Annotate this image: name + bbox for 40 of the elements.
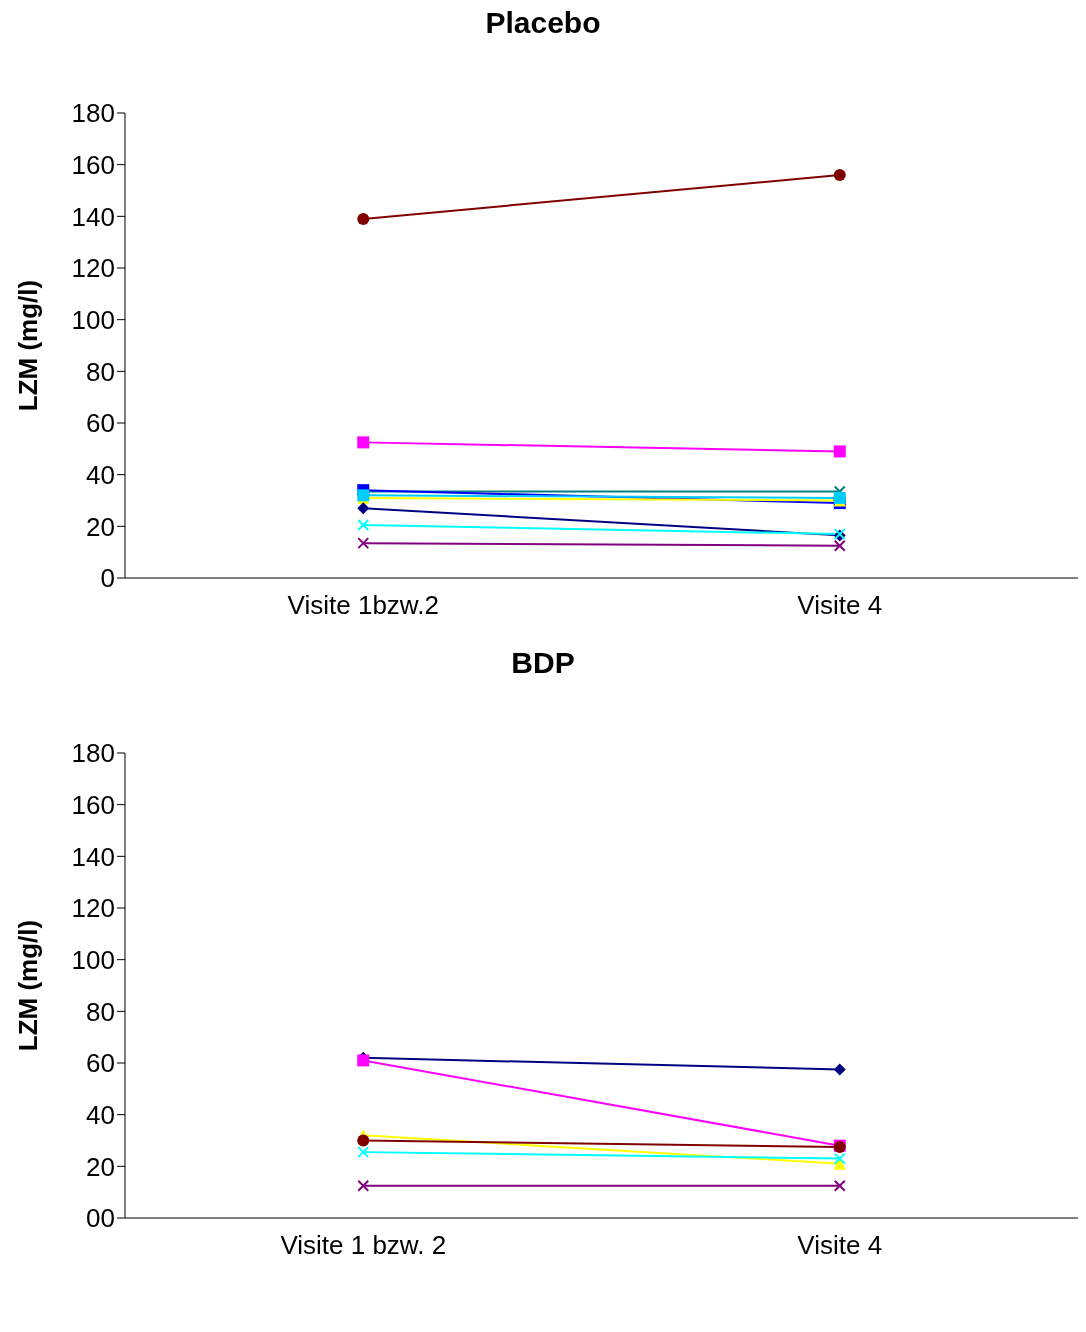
- chart-title: BDP: [510, 646, 576, 681]
- y-tick-label: 160: [71, 789, 115, 820]
- y-axis-title: LZM (mg/l): [13, 279, 44, 412]
- x-tick-label: Visite 1 bzw. 2: [280, 1230, 447, 1261]
- point: [357, 502, 370, 515]
- point: [357, 1179, 370, 1192]
- y-tick-label: 40: [86, 1099, 115, 1130]
- y-axis-title: LZM (mg/l): [13, 919, 44, 1052]
- y-tick-label: 0: [100, 563, 115, 594]
- y-tick-label: 60: [86, 408, 115, 439]
- y-tick-label: 20: [86, 1151, 115, 1182]
- y-tick-label: 120: [71, 893, 115, 924]
- y-tick-label: 160: [71, 149, 115, 180]
- y-tick-label: 100: [71, 944, 115, 975]
- y-tick-label: 80: [86, 356, 115, 387]
- y-tick-label: 60: [86, 1048, 115, 1079]
- y-tick-label: 180: [71, 98, 115, 129]
- y-tick-label: 180: [71, 738, 115, 769]
- y-tick-label: 140: [71, 841, 115, 872]
- point: [833, 1063, 846, 1076]
- point: [833, 169, 846, 181]
- y-tick-label: 20: [86, 511, 115, 542]
- y-tick-label: 80: [86, 996, 115, 1027]
- x-tick-label: Visite 4: [797, 590, 883, 621]
- y-tick-label: 40: [86, 459, 115, 490]
- point: [357, 436, 370, 449]
- x-tick-label: Visite 4: [797, 1230, 883, 1261]
- point: [357, 519, 370, 532]
- y-tick-label: 120: [71, 253, 115, 284]
- point: [833, 1179, 846, 1192]
- point: [357, 537, 370, 550]
- y-tick-label: 140: [71, 201, 115, 232]
- point: [357, 1146, 370, 1159]
- x-tick-label: Visite 1bzw.2: [287, 590, 439, 621]
- y-tick-label: 00: [86, 1203, 115, 1234]
- point: [833, 445, 846, 458]
- y-tick-label: 100: [71, 304, 115, 335]
- chart-title: Placebo: [484, 6, 602, 41]
- point: [833, 539, 846, 552]
- point: [357, 212, 370, 225]
